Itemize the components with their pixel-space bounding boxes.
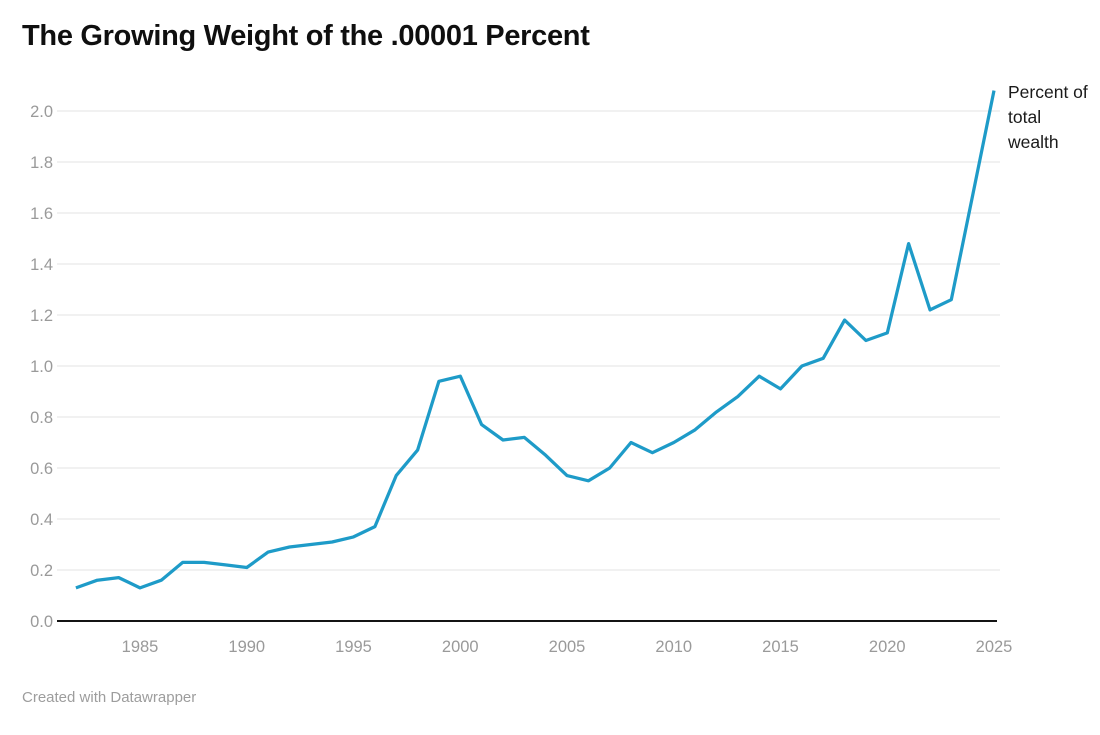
x-tick-label: 2020	[869, 638, 906, 656]
x-tick-label: 2005	[549, 638, 586, 656]
y-tick-label: 1.6	[30, 205, 53, 223]
x-tick-label: 1985	[122, 638, 159, 656]
x-tick-label: 2015	[762, 638, 799, 656]
y-tick-label: 1.4	[30, 256, 53, 274]
x-tick-label: 1990	[228, 638, 265, 656]
y-tick-label: 1.2	[30, 307, 53, 325]
y-tick-label: 2.0	[30, 103, 53, 121]
x-tick-label: 2000	[442, 638, 479, 656]
datawrapper-credit: Created with Datawrapper	[22, 689, 197, 706]
y-tick-label: 1.8	[30, 154, 53, 172]
y-tick-label: 0.6	[30, 460, 53, 478]
wealth-share-line	[75, 90, 996, 590]
y-tick-label: 0.2	[30, 562, 53, 580]
x-tick-label: 2025	[976, 638, 1013, 656]
y-tick-label: 0.8	[30, 409, 53, 427]
y-tick-label: 0.4	[30, 511, 53, 529]
y-tick-label: 0.0	[30, 613, 53, 631]
chart-title: The Growing Weight of the .00001 Percent	[22, 20, 590, 52]
series-label-annotation: Percent of total wealth	[1008, 82, 1088, 152]
x-tick-label: 1995	[335, 638, 372, 656]
y-tick-label: 1.0	[30, 358, 53, 376]
x-tick-label: 2010	[655, 638, 692, 656]
